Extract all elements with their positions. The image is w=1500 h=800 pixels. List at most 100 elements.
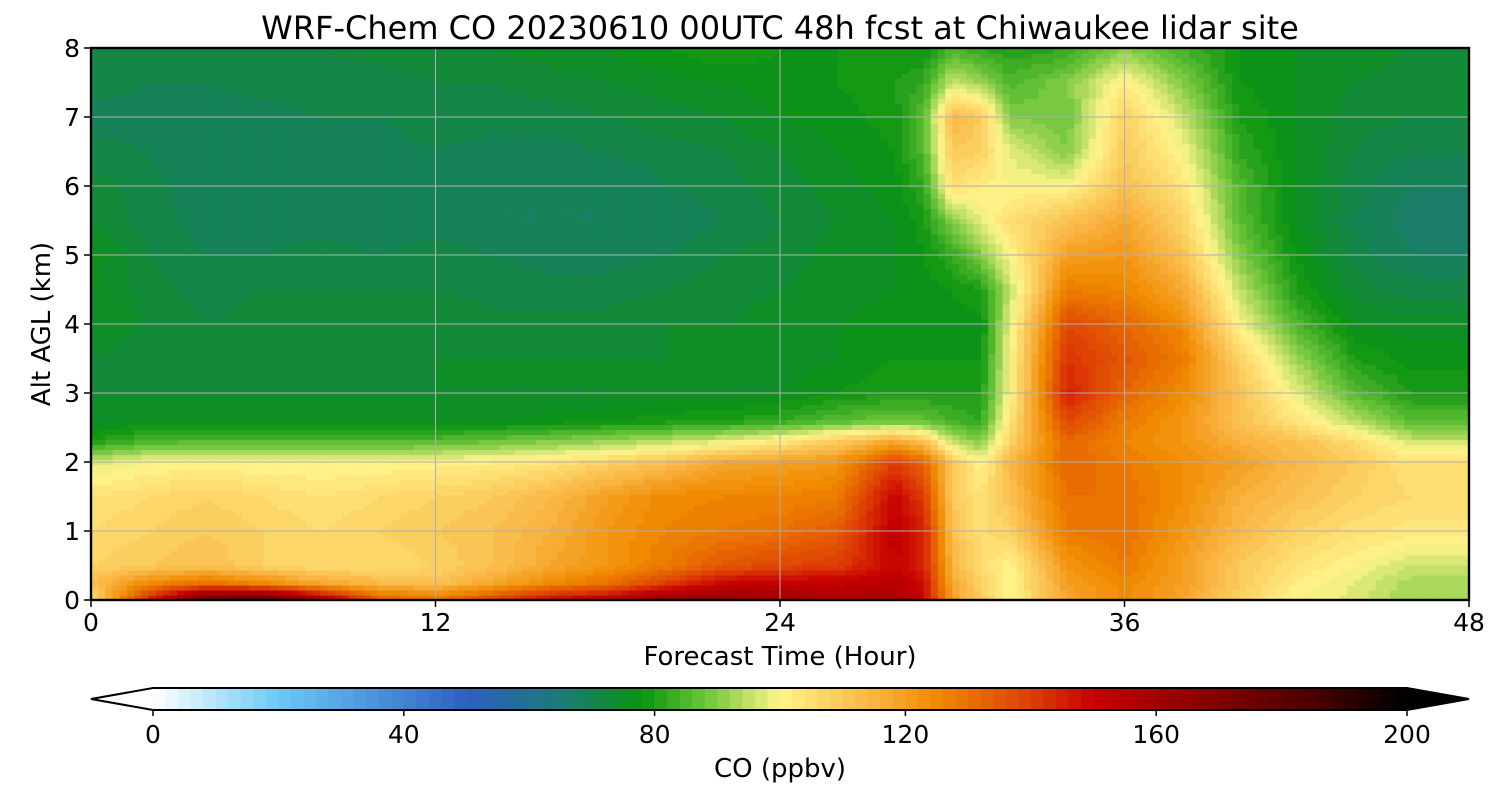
heatmap-cell bbox=[1275, 554, 1283, 561]
heatmap-cell bbox=[866, 499, 874, 506]
heatmap-cell bbox=[413, 469, 422, 476]
heatmap-cell bbox=[801, 499, 810, 506]
heatmap-cell bbox=[729, 584, 738, 591]
heatmap-cell bbox=[1189, 474, 1197, 481]
heatmap-cell bbox=[1067, 584, 1075, 591]
heatmap-cell bbox=[277, 469, 286, 476]
heatmap-cell bbox=[184, 594, 193, 600]
heatmap-cell bbox=[902, 564, 910, 571]
heatmap-cell bbox=[91, 504, 99, 511]
heatmap-cell bbox=[162, 504, 171, 511]
heatmap-cell bbox=[1052, 554, 1061, 561]
heatmap-cell bbox=[1268, 519, 1276, 526]
heatmap-cell bbox=[507, 489, 516, 496]
heatmap-cell bbox=[126, 589, 135, 596]
heatmap-cell bbox=[270, 564, 279, 571]
heatmap-cell bbox=[521, 519, 530, 526]
heatmap-cell bbox=[435, 544, 444, 551]
heatmap-cell bbox=[902, 504, 910, 511]
heatmap-cell bbox=[1024, 584, 1032, 591]
heatmap-cell bbox=[837, 504, 846, 511]
heatmap-cell bbox=[579, 514, 587, 521]
heatmap-cell bbox=[1354, 544, 1362, 551]
heatmap-cell bbox=[765, 484, 774, 491]
heatmap-cell bbox=[1045, 504, 1054, 511]
heatmap-cell bbox=[1160, 559, 1169, 566]
heatmap-cell bbox=[1289, 594, 1298, 600]
heatmap-cell bbox=[579, 509, 587, 516]
heatmap-cell bbox=[557, 564, 566, 571]
heatmap-cell bbox=[851, 569, 860, 576]
heatmap-cell bbox=[112, 489, 121, 496]
heatmap-cell bbox=[442, 499, 451, 506]
heatmap-cell bbox=[148, 574, 157, 581]
heatmap-cell bbox=[449, 499, 458, 506]
heatmap-cell bbox=[808, 544, 817, 551]
heatmap-cell bbox=[1067, 544, 1075, 551]
heatmap-cell bbox=[1411, 489, 1420, 496]
heatmap-cell bbox=[579, 529, 587, 536]
heatmap-cell bbox=[858, 479, 867, 486]
heatmap-cell bbox=[1224, 534, 1233, 541]
heatmap-cell bbox=[1425, 504, 1434, 511]
heatmap-cell bbox=[736, 489, 745, 496]
heatmap-cell bbox=[1447, 499, 1456, 506]
heatmap-cell bbox=[320, 469, 329, 476]
heatmap-cell bbox=[98, 574, 106, 581]
heatmap-cell bbox=[1397, 579, 1406, 586]
heatmap-cell bbox=[1418, 514, 1427, 521]
heatmap-cell bbox=[1088, 579, 1097, 586]
heatmap-cell bbox=[830, 509, 839, 516]
heatmap-cell bbox=[284, 469, 293, 476]
heatmap-cell bbox=[1296, 489, 1305, 496]
heatmap-cell bbox=[952, 494, 961, 501]
heatmap-cell bbox=[492, 489, 501, 496]
heatmap-cell bbox=[858, 484, 867, 491]
heatmap-cell bbox=[112, 484, 121, 491]
heatmap-cell bbox=[464, 579, 472, 586]
heatmap-cell bbox=[1418, 574, 1427, 581]
heatmap-cell bbox=[1203, 479, 1212, 486]
heatmap-cell bbox=[844, 574, 853, 581]
heatmap-cell bbox=[801, 509, 810, 516]
heatmap-cell bbox=[327, 474, 336, 481]
heatmap-cell bbox=[413, 539, 422, 546]
heatmap-cell bbox=[177, 564, 185, 571]
heatmap-cell bbox=[1397, 594, 1406, 600]
heatmap-cell bbox=[399, 514, 408, 521]
heatmap-cell bbox=[184, 494, 193, 501]
heatmap-cell bbox=[91, 464, 99, 471]
heatmap-cell bbox=[1296, 579, 1305, 586]
heatmap-cell bbox=[1375, 469, 1384, 476]
heatmap-cell bbox=[607, 489, 616, 496]
heatmap-cell bbox=[672, 519, 681, 526]
heatmap-cell bbox=[1067, 519, 1075, 526]
heatmap-cell bbox=[335, 584, 343, 591]
heatmap-cell bbox=[91, 589, 99, 596]
heatmap-cell bbox=[557, 544, 566, 551]
heatmap-cell bbox=[1296, 499, 1305, 506]
heatmap-cell bbox=[564, 544, 573, 551]
heatmap-cell bbox=[177, 494, 185, 501]
heatmap-cell bbox=[1440, 534, 1449, 541]
heatmap-cell bbox=[1102, 559, 1111, 566]
heatmap-cell bbox=[858, 489, 867, 496]
heatmap-cell bbox=[722, 499, 731, 506]
heatmap-cell bbox=[1382, 574, 1391, 581]
heatmap-cell bbox=[1260, 549, 1269, 556]
heatmap-cell bbox=[1447, 479, 1456, 486]
heatmap-cell bbox=[1074, 494, 1083, 501]
heatmap-cell bbox=[421, 559, 429, 566]
heatmap-cell bbox=[894, 539, 903, 546]
heatmap-cell bbox=[1189, 569, 1197, 576]
heatmap-cell bbox=[579, 559, 587, 566]
heatmap-cell bbox=[1138, 569, 1147, 576]
heatmap-cell bbox=[148, 594, 157, 600]
heatmap-cell bbox=[1146, 544, 1154, 551]
heatmap-cell bbox=[1181, 539, 1190, 546]
heatmap-cell bbox=[758, 519, 767, 526]
heatmap-cell bbox=[1217, 554, 1226, 561]
heatmap-cell bbox=[1174, 594, 1183, 600]
heatmap-cell bbox=[586, 469, 594, 476]
heatmap-cell bbox=[636, 514, 645, 521]
